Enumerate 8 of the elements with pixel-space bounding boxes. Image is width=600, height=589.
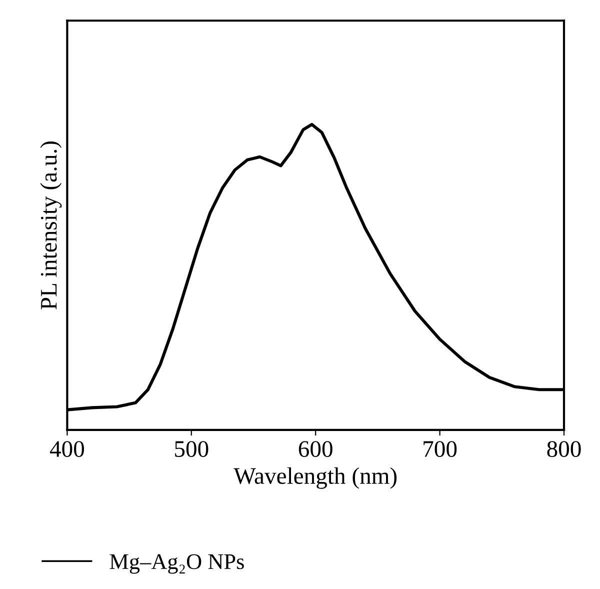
x-tick-label: 500 bbox=[175, 441, 208, 458]
x-tick-label: 400 bbox=[50, 441, 84, 458]
y-axis-title: PL intensity (a.u.) bbox=[40, 142, 62, 310]
x-tick-label: 600 bbox=[298, 441, 332, 458]
x-tick-label: 700 bbox=[424, 441, 457, 458]
legend-label: Mg–Ag₂O NPs bbox=[110, 554, 244, 574]
x-axis-title: Wavelength (nm) bbox=[234, 467, 397, 489]
x-tick-label: 800 bbox=[547, 441, 581, 458]
